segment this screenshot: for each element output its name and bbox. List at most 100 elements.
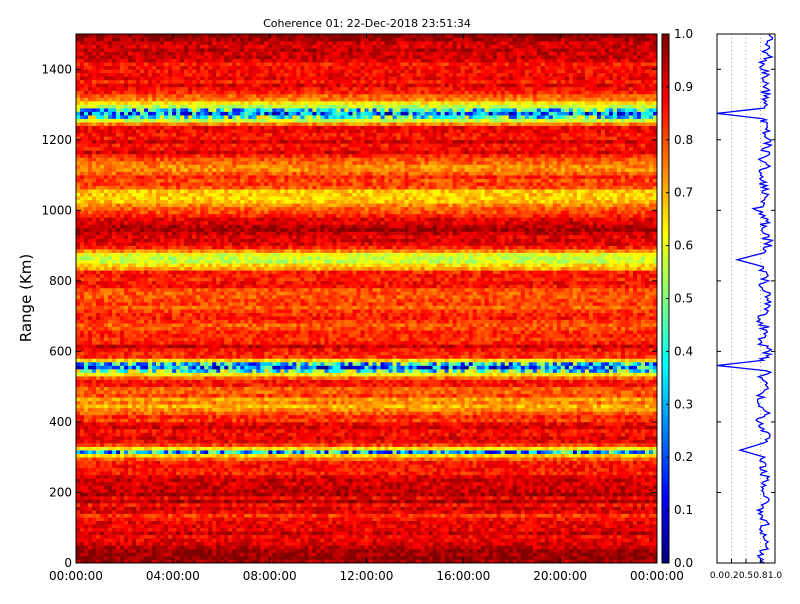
- heatmap-cell: [460, 513, 465, 518]
- heatmap-cell: [400, 548, 405, 553]
- heatmap-cell: [304, 450, 309, 454]
- heatmap-cell: [544, 488, 550, 493]
- heatmap-cell: [472, 457, 477, 462]
- heatmap-cell: [476, 492, 481, 497]
- heatmap-cell: [84, 464, 89, 469]
- heatmap-cell: [496, 545, 502, 550]
- heatmap-cell: [380, 510, 385, 514]
- heatmap-cell: [252, 555, 257, 560]
- heatmap-cell: [300, 499, 305, 504]
- heatmap-cell: [544, 460, 550, 465]
- heatmap-cell: [220, 559, 225, 564]
- heatmap-cell: [408, 503, 413, 507]
- heatmap-cell: [308, 559, 313, 564]
- heatmap-cell: [520, 481, 526, 486]
- heatmap-cell: [532, 541, 538, 546]
- heatmap-cell: [468, 453, 473, 458]
- heatmap-cell: [264, 443, 269, 447]
- heatmap-cell: [384, 460, 389, 465]
- heatmap-cell: [576, 499, 582, 504]
- heatmap-cell: [308, 450, 313, 454]
- heatmap-cell: [492, 481, 498, 486]
- heatmap-cell: [416, 443, 421, 447]
- heatmap-cell: [532, 481, 538, 486]
- heatmap-cell: [288, 474, 293, 479]
- heatmap-cell: [372, 492, 377, 497]
- heatmap-cell: [380, 499, 385, 504]
- heatmap-cell: [224, 485, 229, 490]
- heatmap-cell: [432, 541, 437, 546]
- heatmap-cell: [192, 495, 197, 500]
- heatmap-cell: [272, 446, 277, 451]
- heatmap-cell: [284, 545, 289, 550]
- heatmap-cell: [324, 510, 329, 514]
- heatmap-cell: [264, 485, 269, 490]
- heatmap-cell: [196, 471, 201, 476]
- heatmap-cell: [260, 471, 265, 476]
- heatmap-cell: [76, 545, 81, 550]
- heatmap-cell: [116, 481, 121, 486]
- heatmap-cell: [228, 481, 233, 486]
- heatmap-row: [76, 506, 658, 511]
- heatmap-cell: [492, 506, 498, 511]
- heatmap-cell: [540, 531, 546, 536]
- heatmap-cell: [360, 538, 365, 543]
- heatmap-cell: [376, 464, 381, 469]
- heatmap-cell: [152, 474, 157, 479]
- heatmap-cell: [312, 555, 317, 560]
- heatmap-cell: [560, 488, 566, 493]
- heatmap-cell: [496, 488, 502, 493]
- heatmap-cell: [496, 481, 502, 486]
- heatmap-cell: [200, 503, 205, 507]
- heatmap-cell: [276, 464, 281, 469]
- heatmap-cell: [404, 457, 409, 462]
- heatmap-cell: [200, 457, 205, 462]
- heatmap-cell: [520, 474, 526, 479]
- heatmap-cell: [172, 478, 177, 483]
- heatmap-cell: [476, 520, 481, 525]
- heatmap-cell: [608, 460, 614, 465]
- heatmap-cell: [488, 527, 494, 532]
- heatmap-cell: [644, 464, 650, 469]
- heatmap-cell: [252, 457, 257, 462]
- heatmap-cell: [184, 548, 189, 553]
- heatmap-cell: [540, 559, 546, 564]
- heatmap-cell: [624, 457, 630, 462]
- heatmap-cell: [80, 524, 85, 529]
- heatmap-cell: [408, 460, 413, 465]
- heatmap-cell: [428, 538, 433, 543]
- heatmap-cell: [364, 534, 369, 539]
- heatmap-cell: [116, 517, 121, 521]
- heatmap-cell: [628, 524, 634, 529]
- heatmap-cell: [496, 531, 502, 536]
- heatmap-cell: [532, 534, 538, 539]
- heatmap-cell: [124, 517, 129, 521]
- heatmap-cell: [268, 446, 273, 451]
- heatmap-cell: [188, 499, 193, 504]
- heatmap-cell: [496, 467, 502, 472]
- heatmap-cell: [132, 460, 137, 465]
- heatmap-cell: [540, 495, 546, 500]
- heatmap-cell: [164, 457, 169, 462]
- heatmap-cell: [616, 478, 622, 483]
- heatmap-cell: [308, 517, 313, 521]
- heatmap-cell: [300, 443, 305, 447]
- heatmap-cell: [260, 467, 265, 472]
- heatmap-cell: [584, 545, 590, 550]
- heatmap-cell: [288, 517, 293, 521]
- heatmap-cell: [164, 520, 169, 525]
- heatmap-cell: [192, 488, 197, 493]
- heatmap-cell: [648, 474, 654, 479]
- heatmap-cell: [220, 538, 225, 543]
- heatmap-cell: [396, 548, 401, 553]
- heatmap-cell: [188, 531, 193, 536]
- heatmap-cell: [432, 471, 437, 476]
- heatmap-cell: [136, 488, 141, 493]
- heatmap-cell: [168, 555, 173, 560]
- heatmap-cell: [92, 488, 97, 493]
- heatmap-cell: [352, 524, 357, 529]
- heatmap-cell: [332, 538, 337, 543]
- heatmap-cell: [248, 457, 253, 462]
- heatmap-cell: [80, 538, 85, 543]
- heatmap-cell: [168, 506, 173, 511]
